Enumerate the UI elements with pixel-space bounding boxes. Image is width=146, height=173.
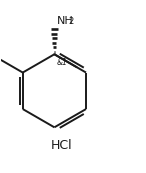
Text: HCl: HCl (51, 139, 72, 152)
Text: NH: NH (57, 16, 74, 26)
Text: &1: &1 (57, 58, 68, 67)
Text: 2: 2 (68, 17, 73, 26)
